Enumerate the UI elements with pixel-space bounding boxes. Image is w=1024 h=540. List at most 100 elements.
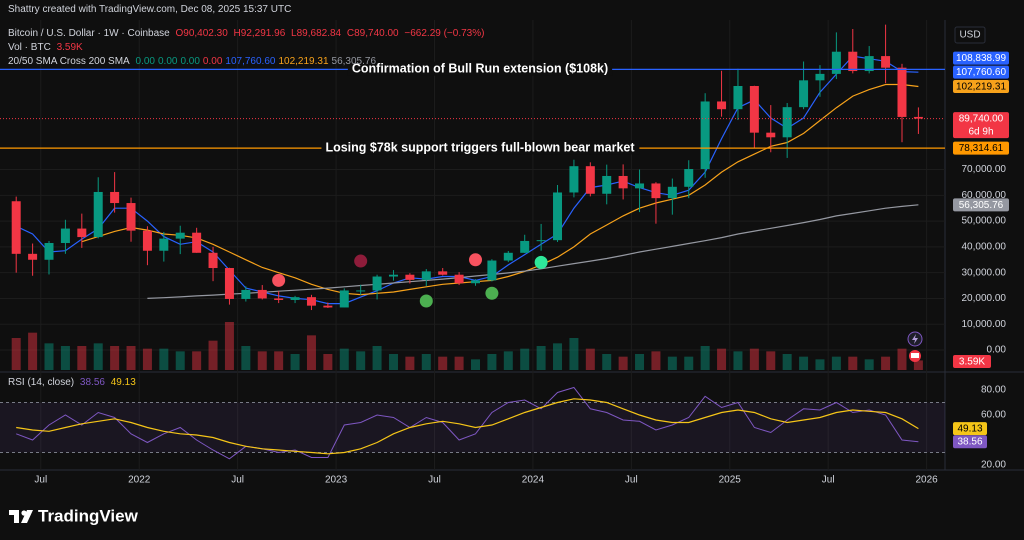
candle-body xyxy=(77,228,87,238)
rsi-band xyxy=(0,402,945,453)
volume-bar xyxy=(224,322,234,370)
indicator-title[interactable]: 20/50 SMA Cross 200 SMA xyxy=(8,56,130,67)
indicator-value: 0.00 xyxy=(157,56,178,67)
volume-bar xyxy=(618,356,628,370)
annotation: Losing $78k support triggers full-blown … xyxy=(325,140,635,154)
candle-body xyxy=(241,289,251,299)
indicator-value: 0.00 xyxy=(202,56,223,67)
volume-bar xyxy=(471,359,480,370)
y-tick-label: 20,000.00 xyxy=(962,293,1007,304)
annotation-bg xyxy=(321,140,640,155)
candle-body xyxy=(28,253,38,260)
volume-bar xyxy=(913,360,923,370)
candle-body xyxy=(438,271,448,275)
logo-slash xyxy=(21,510,33,523)
currency-box[interactable] xyxy=(954,26,986,44)
volume-bar xyxy=(897,348,907,370)
candle-body xyxy=(799,80,809,108)
y-tick-label: 0.00 xyxy=(987,345,1007,356)
rsi-ma-value: 49.13 xyxy=(110,377,136,388)
volume-bar xyxy=(421,354,431,370)
y-tick-label: 70,000.00 xyxy=(962,164,1007,175)
indicator-value: 0.00 xyxy=(180,56,200,67)
candle-body xyxy=(815,73,825,81)
volume-bar xyxy=(881,356,891,370)
volume-bar xyxy=(438,356,448,370)
volume-bar xyxy=(192,351,202,370)
candle-body xyxy=(454,274,464,284)
volume-bar xyxy=(60,346,70,370)
candle-body xyxy=(11,201,21,254)
price-badge-label: 56,305.76 xyxy=(959,200,1004,211)
y-tick-label: 50,000.00 xyxy=(962,216,1007,227)
low: L89,682.84 xyxy=(291,28,342,39)
candle-body xyxy=(159,238,169,251)
volume-bar xyxy=(142,348,152,370)
candle-body xyxy=(881,56,891,68)
sma-line xyxy=(15,55,919,305)
volume-legend: Vol · BTC 3.59K xyxy=(8,41,86,55)
volume-bar xyxy=(667,356,677,370)
volume-bar xyxy=(799,356,809,370)
candle-body xyxy=(274,298,284,300)
x-tick-label: Jul xyxy=(428,475,441,486)
y-tick-label: 10,000.00 xyxy=(962,319,1007,330)
candle-body xyxy=(93,191,103,238)
candle-body xyxy=(487,260,497,281)
signal xyxy=(272,273,286,287)
candle-body xyxy=(717,101,727,110)
candle-body xyxy=(339,290,349,308)
price-badge-label: 78,314.61 xyxy=(959,143,1004,154)
volume-bar xyxy=(651,351,661,370)
change: −662.29 (−0.73%) xyxy=(404,28,485,39)
candle-body xyxy=(306,297,316,306)
candle-body xyxy=(585,166,595,194)
volume-title[interactable]: Vol · BTC xyxy=(8,42,51,53)
rsi-tick-label: 20.00 xyxy=(981,460,1006,471)
x-tick-label: 2026 xyxy=(915,475,938,486)
candle-body xyxy=(569,166,579,193)
candle-body xyxy=(733,86,743,110)
candle-body xyxy=(471,280,480,284)
candle-body xyxy=(864,56,874,72)
x-tick-label: Jul xyxy=(34,475,47,486)
candle-body xyxy=(175,232,185,239)
x-tick-label: 2022 xyxy=(128,475,151,486)
volume-bar xyxy=(11,338,21,370)
volume-bar xyxy=(717,348,727,370)
signal xyxy=(419,294,433,308)
candle-body xyxy=(553,192,563,241)
sma-line xyxy=(147,204,919,299)
rsi-ma-line xyxy=(16,398,919,455)
symbol[interactable]: Bitcoin / U.S. Dollar · 1W · Coinbase xyxy=(8,28,170,39)
logo-stem xyxy=(14,510,19,523)
price-badge-label: 102,219.31 xyxy=(956,81,1006,92)
candle-body xyxy=(503,252,513,261)
flag-shape xyxy=(911,353,919,358)
volume-bar xyxy=(749,348,759,370)
rsi-value: 38.56 xyxy=(79,377,105,388)
y-tick-label: 40,000.00 xyxy=(962,242,1007,253)
candle-body xyxy=(635,183,645,189)
volume-bar xyxy=(323,354,333,370)
candle-body xyxy=(323,305,333,308)
candle-body xyxy=(60,228,70,244)
price-badge-label: 107,760.60 xyxy=(956,67,1006,78)
volume-bar xyxy=(848,356,858,370)
candle-body xyxy=(126,203,136,231)
rsi-title[interactable]: RSI (14, close) xyxy=(8,377,75,388)
volume-bar xyxy=(454,356,464,370)
volume-bar xyxy=(388,354,398,370)
lightning-icon xyxy=(912,334,918,344)
brand: TradingView xyxy=(38,506,139,525)
indicator-legend: 20/50 SMA Cross 200 SMA 0.00 0.00 0.00 0.00… xyxy=(8,55,379,69)
indicator-value: 102,219.31 xyxy=(278,56,329,67)
price-badge xyxy=(953,65,1009,79)
x-tick-label: 2024 xyxy=(522,475,545,486)
volume-bar xyxy=(274,351,284,370)
volume-bar xyxy=(553,343,563,370)
volume-bar xyxy=(372,346,382,370)
candle-body xyxy=(831,51,841,74)
logo xyxy=(9,510,33,523)
